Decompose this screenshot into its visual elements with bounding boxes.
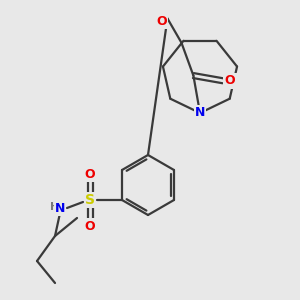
- Text: O: O: [85, 167, 95, 181]
- Text: H: H: [50, 202, 60, 212]
- Text: N: N: [195, 106, 205, 119]
- Text: O: O: [225, 74, 235, 87]
- Text: N: N: [55, 202, 65, 214]
- Text: S: S: [85, 193, 95, 207]
- Text: O: O: [156, 15, 167, 28]
- Text: O: O: [85, 220, 95, 232]
